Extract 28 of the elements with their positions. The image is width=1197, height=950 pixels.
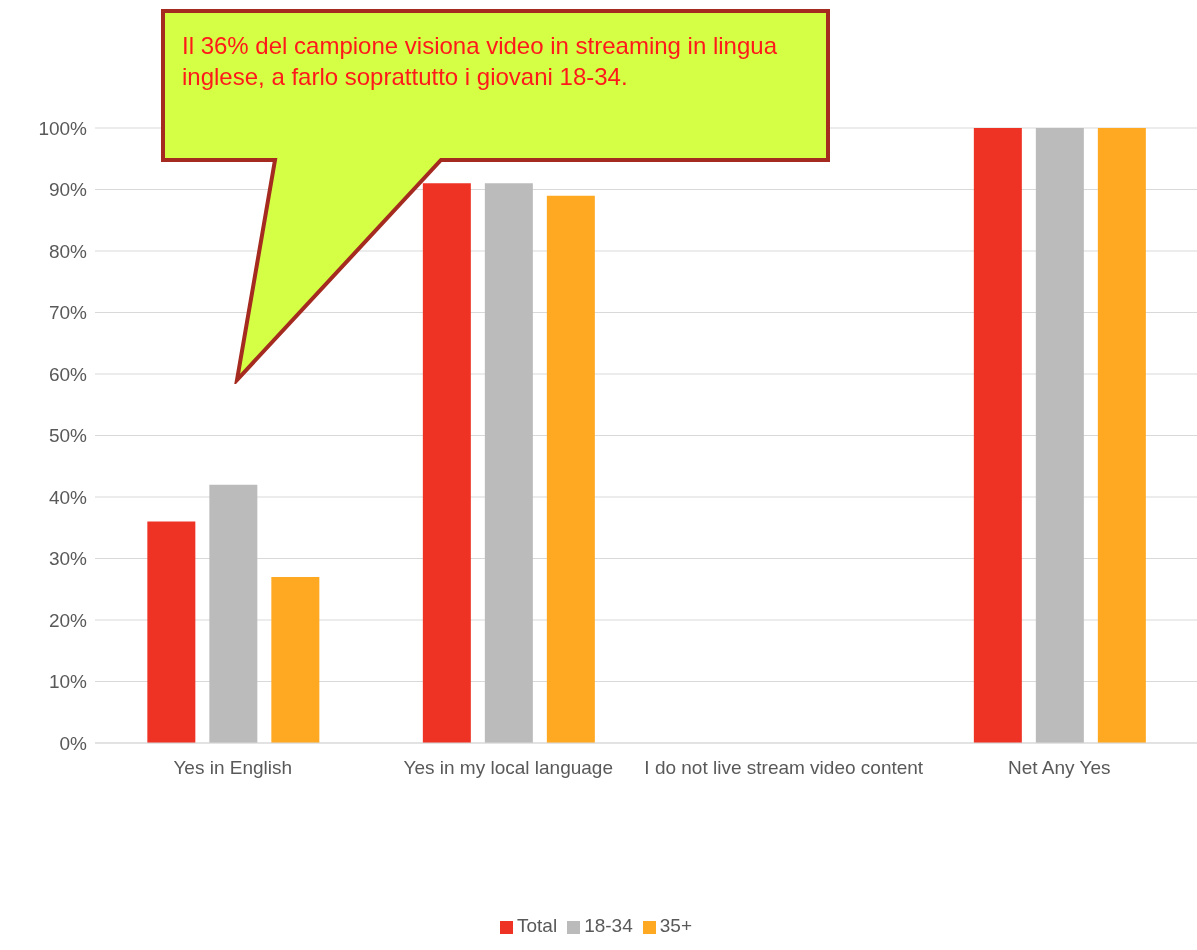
bar bbox=[973, 128, 1022, 743]
y-tick-label: 90% bbox=[48, 179, 88, 201]
x-tick-label: Net Any Yes bbox=[1008, 757, 1111, 779]
bar bbox=[271, 576, 320, 743]
y-tick-label: 40% bbox=[48, 486, 88, 508]
y-tick-label: 20% bbox=[48, 609, 88, 631]
bar bbox=[422, 183, 471, 743]
y-tick-label: 60% bbox=[48, 363, 88, 385]
legend-label: Total bbox=[517, 915, 558, 936]
y-tick-label: 80% bbox=[48, 240, 88, 262]
legend-label: 35+ bbox=[659, 915, 692, 936]
bar bbox=[209, 484, 258, 743]
x-tick-label: I do not live stream video content bbox=[644, 757, 924, 779]
legend-label: 18-34 bbox=[584, 915, 633, 936]
x-tick-label: Yes in my local language bbox=[403, 757, 613, 779]
x-tick-label: Yes in English bbox=[173, 757, 293, 779]
y-tick-label: 10% bbox=[48, 671, 88, 693]
y-tick-label: 100% bbox=[38, 117, 88, 139]
y-tick-label: 0% bbox=[59, 732, 88, 754]
y-tick-label: 30% bbox=[48, 548, 88, 570]
bar bbox=[1035, 128, 1084, 743]
bar bbox=[147, 521, 196, 743]
bar bbox=[546, 195, 595, 743]
y-tick-label: 50% bbox=[48, 425, 88, 447]
y-tick-label: 70% bbox=[48, 302, 88, 324]
bar bbox=[484, 183, 533, 743]
text: Il 36% del campione visiona video in streaming in lingua inglese, a farlo soprattutto i giovani 18-34. bbox=[182, 31, 778, 92]
bar bbox=[1097, 128, 1146, 743]
